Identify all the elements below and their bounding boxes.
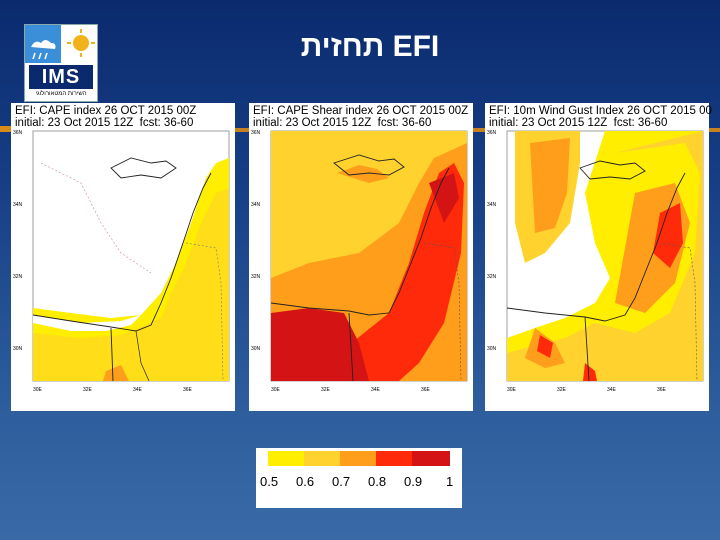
efi-map: 36N 34N 32N 30N 30E 32E 34E 36E <box>487 130 704 393</box>
legend-swatch <box>412 451 450 466</box>
slide-title: EFI תחזית <box>300 30 440 63</box>
x-tick: 30E <box>271 387 281 393</box>
x-tick: 36E <box>421 387 431 393</box>
y-tick: 32N <box>13 274 23 280</box>
color-legend: 0.5 0.6 0.7 0.8 0.9 1 <box>256 448 462 508</box>
legend-label: 0.6 <box>296 474 315 489</box>
panel-line1: EFI: 10m Wind Gust Index 26 OCT 2015 00 <box>489 105 712 117</box>
x-tick: 32E <box>83 387 93 393</box>
x-tick: 36E <box>657 387 667 393</box>
efi-map: 36N 34N 32N 30N 30E 32E 34E 36E <box>251 130 468 393</box>
y-tick: 32N <box>251 274 261 280</box>
x-tick: 34E <box>607 387 617 393</box>
x-tick: 30E <box>507 387 517 393</box>
y-tick: 30N <box>251 346 261 352</box>
y-tick: 30N <box>487 346 497 352</box>
ims-logo: IMS השירות המטאורולוגי <box>24 24 98 102</box>
x-tick: 32E <box>321 387 331 393</box>
y-tick: 30N <box>13 346 23 352</box>
legend-swatch <box>340 451 376 466</box>
panel-line2: initial: 23 Oct 2015 12Z fcst: 36-60 <box>253 117 432 129</box>
map-panel-cape-shear: EFI: CAPE Shear index 26 OCT 2015 00Z in… <box>249 103 473 411</box>
legend-label: 0.5 <box>260 474 279 489</box>
y-tick: 34N <box>13 202 23 208</box>
x-tick: 34E <box>133 387 143 393</box>
map-panel-wind-gust: EFI: 10m Wind Gust Index 26 OCT 2015 00 … <box>485 103 712 411</box>
legend-label: 1 <box>446 474 454 489</box>
panel-line2: initial: 23 Oct 2015 12Z fcst: 36-60 <box>15 117 194 129</box>
panel-line2: initial: 23 Oct 2015 12Z fcst: 36-60 <box>489 117 668 129</box>
x-tick: 30E <box>33 387 43 393</box>
x-tick: 32E <box>557 387 567 393</box>
legend-swatch <box>304 451 340 466</box>
y-tick: 36N <box>487 130 497 136</box>
legend-swatch <box>268 451 304 466</box>
y-tick: 32N <box>487 274 497 280</box>
legend-label: 0.8 <box>368 474 387 489</box>
legend-swatch <box>376 451 412 466</box>
legend-label: 0.9 <box>404 474 423 489</box>
y-tick: 36N <box>251 130 261 136</box>
panel-header: EFI: 10m Wind Gust Index 26 OCT 2015 00 … <box>489 105 712 129</box>
y-tick: 36N <box>13 130 23 136</box>
x-tick: 34E <box>371 387 381 393</box>
logo-subtitle: השירות המטאורולוגי <box>35 91 87 97</box>
panel-line1: EFI: CAPE Shear index 26 OCT 2015 00Z <box>253 105 469 117</box>
map-panel-cape: EFI: CAPE index 26 OCT 2015 00Z initial:… <box>11 103 235 411</box>
y-tick: 34N <box>251 202 261 208</box>
x-tick: 36E <box>183 387 193 393</box>
legend-label: 0.7 <box>332 474 351 489</box>
panel-header: EFI: CAPE Shear index 26 OCT 2015 00Z in… <box>253 105 468 129</box>
panel-line1: EFI: CAPE index 26 OCT 2015 00Z <box>15 105 197 117</box>
y-tick: 34N <box>487 202 497 208</box>
panel-header: EFI: CAPE index 26 OCT 2015 00Z initial:… <box>15 105 196 129</box>
efi-map: 36N 34N 32N 30N 30E 32E 34E 36E <box>13 130 230 393</box>
weather-icon <box>25 25 97 63</box>
logo-text: IMS <box>29 65 93 89</box>
